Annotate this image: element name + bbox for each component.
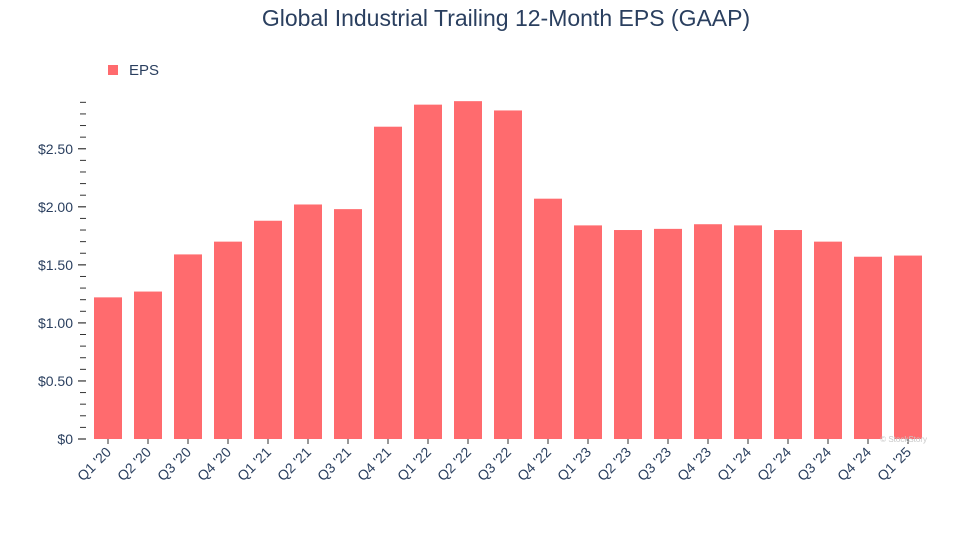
- y-tick-label: $0: [57, 431, 73, 447]
- bar-14: [654, 228, 682, 439]
- bar-17: [774, 230, 802, 439]
- bar-0: [94, 297, 122, 439]
- y-tick-label: $2.00: [38, 199, 73, 215]
- x-tick-label: Q1 '25: [874, 444, 914, 484]
- bar-7: [374, 126, 402, 439]
- y-tick-label: $2.50: [38, 141, 73, 157]
- x-tick-label: Q4 '23: [674, 444, 714, 484]
- x-tick-label: Q2 '22: [434, 444, 474, 484]
- bar-15: [694, 224, 722, 439]
- x-tick-label: Q1 '21: [234, 444, 274, 484]
- bar-2: [174, 254, 202, 439]
- bar-10: [494, 110, 522, 439]
- bars: [94, 101, 922, 440]
- bar-6: [334, 209, 362, 439]
- x-tick-label: Q2 '20: [114, 444, 154, 484]
- x-tick-label: Q2 '24: [754, 444, 794, 484]
- chart-title: Global Industrial Trailing 12-Month EPS …: [262, 5, 750, 31]
- bar-16: [734, 225, 762, 439]
- x-tick-label: Q3 '23: [634, 444, 674, 484]
- bar-18: [814, 241, 842, 439]
- bar-9: [454, 101, 482, 440]
- bar-13: [614, 230, 642, 439]
- x-tick-label: Q4 '20: [194, 444, 234, 484]
- bar-19: [854, 256, 882, 439]
- bar-5: [294, 204, 322, 439]
- x-tick-label: Q3 '20: [154, 444, 194, 484]
- x-tick-label: Q3 '22: [474, 444, 514, 484]
- bar-8: [414, 104, 442, 440]
- x-tick-label: Q3 '21: [314, 444, 354, 484]
- bar-4: [254, 220, 282, 439]
- bar-1: [134, 291, 162, 439]
- bar-3: [214, 241, 242, 439]
- x-tick-label: Q1 '24: [714, 444, 754, 484]
- x-tick-label: Q1 '20: [74, 444, 114, 484]
- x-tick-label: Q2 '23: [594, 444, 634, 484]
- x-tick-label: Q4 '24: [834, 444, 874, 484]
- x-tick-label: Q4 '22: [514, 444, 554, 484]
- x-tick-label: Q1 '23: [554, 444, 594, 484]
- legend-label-eps: EPS: [129, 62, 159, 79]
- x-axis: Q1 '20 Q2 '20 Q3 '20 Q4 '20 Q1 '21 Q2 '21 Q3 '…: [74, 439, 914, 484]
- x-tick-label: Q1 '22: [394, 444, 434, 484]
- y-axis: $0 $0.50 $1.00 $1.50 $2.00 $2.50: [38, 100, 86, 447]
- bar-12: [574, 225, 602, 439]
- watermark: © StockStory: [880, 435, 927, 444]
- x-tick-label: Q3 '24: [794, 444, 834, 484]
- y-tick-label: $1.50: [38, 257, 73, 273]
- x-tick-label: Q2 '21: [274, 444, 314, 484]
- bar-20: [894, 255, 922, 439]
- y-tick-label: $0.50: [38, 373, 73, 389]
- bar-11: [534, 198, 562, 439]
- x-tick-label: Q4 '21: [354, 444, 394, 484]
- legend-swatch-icon: [108, 65, 118, 75]
- y-tick-label: $1.00: [38, 315, 73, 331]
